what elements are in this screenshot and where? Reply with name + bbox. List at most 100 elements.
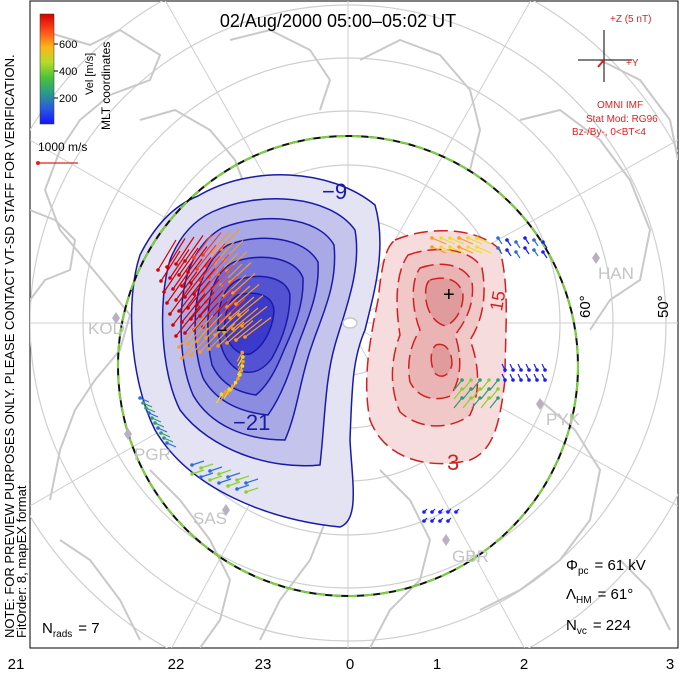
vector-origin [439, 236, 443, 240]
velocity-vector [196, 244, 217, 270]
velocity-vector [236, 475, 250, 481]
vector-origin [186, 342, 190, 346]
velocity-vector [226, 320, 254, 344]
vector-origin [147, 411, 151, 415]
contour-label-pos15: 15 [486, 289, 509, 312]
velocity-vector [220, 229, 240, 250]
velocity-vector [223, 309, 250, 333]
vector-origin [519, 368, 523, 372]
contour-label-neg9: −9 [322, 179, 347, 204]
vector-origin [541, 240, 545, 244]
vector-origin [230, 384, 235, 388]
velocity-vector [235, 284, 260, 305]
velocity-vector [211, 230, 231, 253]
vector-origin [234, 338, 238, 342]
mlt-axis: 21 22 23 0 1 2 3 [8, 656, 675, 673]
velocity-vector [226, 285, 251, 308]
velocity-vector [199, 324, 227, 353]
vector-origin [523, 236, 527, 240]
velocity-vector [462, 388, 472, 400]
vector-origin [138, 396, 142, 400]
vector-origin [430, 245, 434, 249]
velocity-vector [214, 241, 235, 264]
vector-origin [177, 309, 181, 313]
imf-stat-mod-label: Stat Mod: RG96 [586, 114, 658, 125]
velocity-vector [184, 304, 210, 334]
vector-origin [448, 236, 452, 240]
velocity-vector [178, 316, 205, 348]
vector-origin [141, 401, 145, 405]
vector-origin [171, 287, 175, 291]
vector-origin [235, 478, 239, 482]
vector-origin [457, 236, 461, 240]
vector-origin [457, 245, 461, 249]
vector-origin [422, 510, 426, 514]
vector-origin [460, 396, 464, 400]
station-label-gbr: GBR [452, 547, 489, 566]
vector-origin [241, 355, 245, 359]
vector-origin [201, 253, 205, 257]
velocity-vector [169, 249, 190, 279]
vector-origin [177, 273, 181, 277]
mlt-tick-22: 22 [168, 656, 185, 673]
vector-origin [235, 487, 239, 491]
velocity-vector [193, 302, 219, 331]
velocity-vector [172, 260, 194, 290]
velocity-vector [218, 469, 232, 475]
potential-max-marker: + [443, 284, 455, 306]
imf-condition-label: Bz-/By-, 0<BT<4 [572, 127, 646, 138]
vector-origin [165, 441, 169, 445]
vector-origin [199, 466, 203, 470]
vector-origin [156, 426, 160, 430]
velocity-vector [244, 317, 272, 338]
vector-origin [469, 396, 473, 400]
velocity-vector [232, 273, 256, 294]
velocity-vector [202, 266, 225, 292]
vector-origin [216, 344, 220, 348]
velocity-vector [200, 472, 214, 478]
vector-origin [177, 345, 181, 349]
vector-origin [183, 331, 187, 335]
vector-origin [190, 463, 194, 467]
vector-origin [496, 236, 500, 240]
potential-min-marker: − [216, 320, 228, 342]
stats-block: Φpc = 61 kV ΛHM = 61° Nvc = 224 Nrads = 7 [42, 557, 646, 640]
velocity-vector [205, 243, 226, 267]
vector-origin [446, 510, 450, 514]
velocity-vector [453, 388, 463, 400]
velocity-vector [184, 235, 204, 262]
velocity-vector [453, 397, 463, 409]
vector-origin [511, 368, 515, 372]
vector-origin [236, 377, 240, 381]
positive-potential-cell [365, 230, 507, 465]
vector-origin [475, 236, 479, 240]
vector-origin [438, 510, 442, 514]
velocity-vector [190, 291, 215, 320]
velocity-vector [489, 388, 499, 400]
vector-origin [198, 350, 202, 354]
mlt-tick-1: 1 [433, 656, 441, 673]
vector-origin [532, 248, 536, 252]
velocity-vector [208, 323, 236, 350]
vector-origin [180, 284, 184, 288]
vector-origin [469, 387, 473, 391]
vector-origin [217, 472, 221, 476]
imf-omni-label: OMNI IMF [597, 100, 643, 111]
velocity-vector [193, 268, 216, 295]
mlt-tick-23: 23 [255, 656, 272, 673]
vector-origin [514, 250, 518, 254]
velocity-vector [467, 237, 483, 245]
vector-origin [199, 475, 203, 479]
vector-origin [162, 290, 166, 294]
station-label-pyk: PYK [546, 410, 581, 429]
station-label-sas: SAS [193, 509, 227, 528]
station-label-han: HAN [598, 264, 634, 283]
lat-label-60: 60° [577, 295, 594, 318]
velocity-vector [181, 327, 209, 359]
n-rads-stat: Nrads = 7 [42, 620, 100, 640]
vector-origin [532, 238, 536, 242]
vector-origin [460, 378, 464, 382]
velocity-vector [184, 269, 207, 298]
imf-plus-y-label: +Y [626, 58, 639, 69]
